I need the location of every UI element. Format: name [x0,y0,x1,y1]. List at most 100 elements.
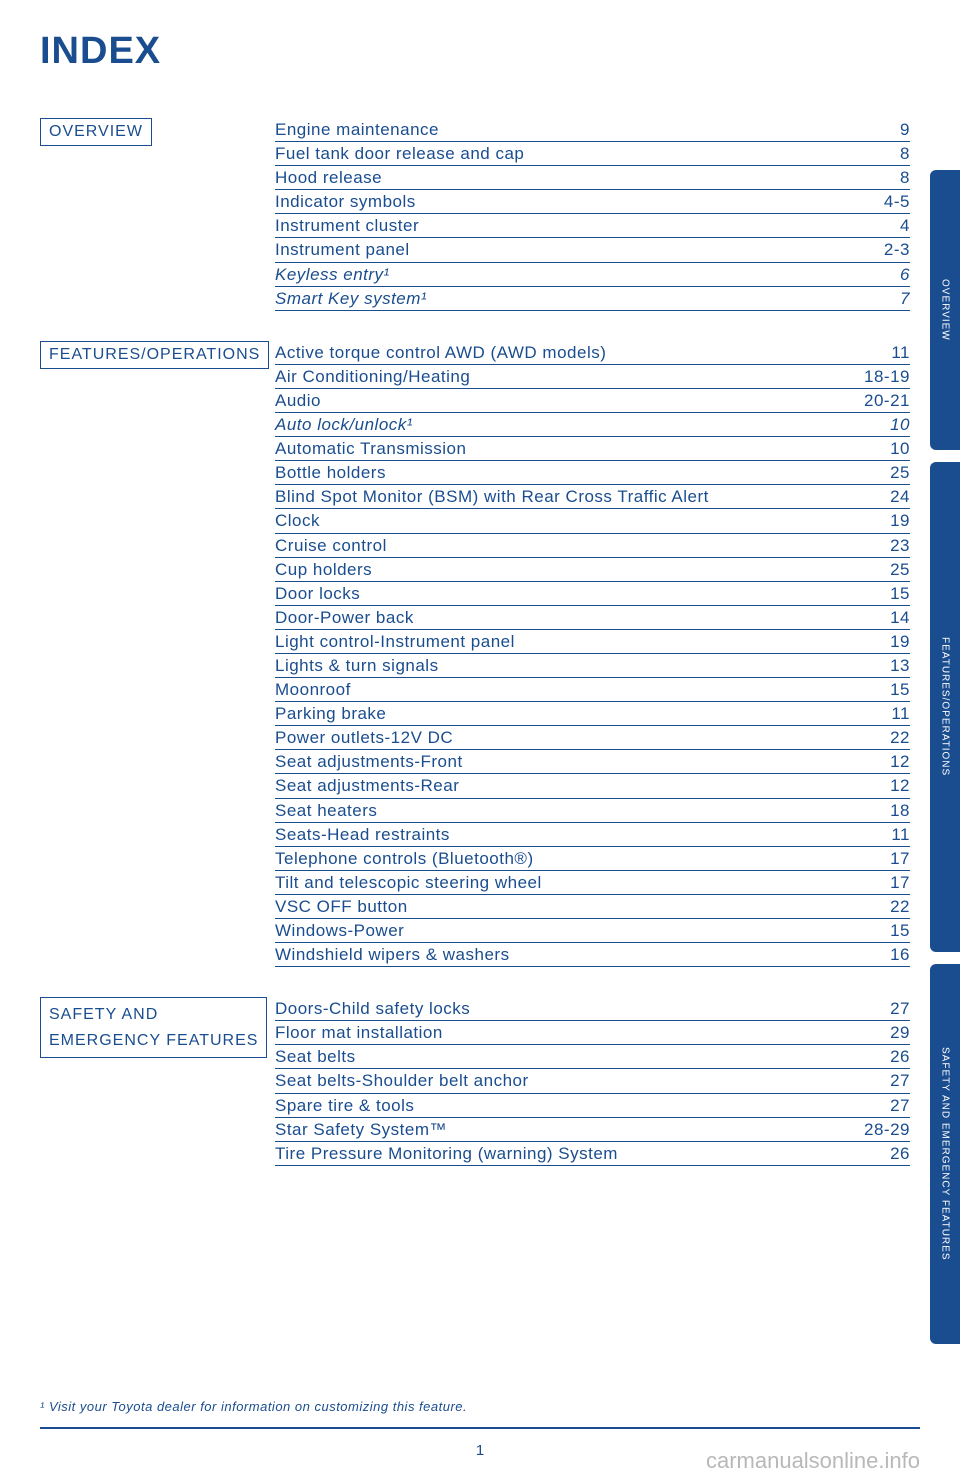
entry-page: 26 [850,1143,910,1165]
entry-label: Spare tire & tools [275,1095,850,1117]
index-entry: Seat heaters18 [275,799,910,823]
entry-label: Instrument panel [275,239,850,261]
index-entry: Door locks15 [275,582,910,606]
entry-label: Automatic Transmission [275,438,850,460]
entry-page: 6 [850,264,910,286]
index-section: OVERVIEWEngine maintenance9Fuel tank doo… [40,118,960,311]
entry-page: 12 [850,751,910,773]
entry-page: 27 [850,1070,910,1092]
index-entry: Fuel tank door release and cap8 [275,142,910,166]
entry-page: 11 [850,342,910,364]
entries-list: Engine maintenance9Fuel tank door releas… [275,118,960,311]
section-label-container: OVERVIEW [40,118,275,311]
entry-page: 22 [850,896,910,918]
index-entry: Indicator symbols4-5 [275,190,910,214]
watermark: carmanualsonline.info [706,1448,920,1474]
entry-page: 4 [850,215,910,237]
entry-page: 12 [850,775,910,797]
index-section: SAFETY ANDEMERGENCY FEATURES Doors-Child … [40,997,960,1166]
index-entry: Parking brake11 [275,702,910,726]
entry-label: Indicator symbols [275,191,850,213]
index-entry: Tilt and telescopic steering wheel17 [275,871,910,895]
entry-label: Seat belts-Shoulder belt anchor [275,1070,850,1092]
tab-label: SAFETY AND EMERGENCY FEATURES [940,1037,951,1270]
index-entry: Windows-Power15 [275,919,910,943]
entry-page: 24 [850,486,910,508]
section-label-box: FEATURES/OPERATIONS [40,341,269,369]
entry-label: Doors-Child safety locks [275,998,850,1020]
index-entry: Lights & turn signals13 [275,654,910,678]
index-entry: Seat belts26 [275,1045,910,1069]
index-entry: Audio20-21 [275,389,910,413]
entries-list: Doors-Child safety locks27Floor mat inst… [275,997,960,1166]
entry-label: Seat heaters [275,800,850,822]
index-section: FEATURES/OPERATIONSActive torque control… [40,341,960,967]
section-label-box: SAFETY ANDEMERGENCY FEATURES [40,997,267,1058]
entry-page: 10 [850,414,910,436]
bottom-rule [40,1427,920,1429]
entry-label: Cruise control [275,535,850,557]
entry-page: 8 [850,143,910,165]
entry-page: 19 [850,631,910,653]
index-entry: Instrument cluster4 [275,214,910,238]
entry-label: Windshield wipers & washers [275,944,850,966]
entry-page: 25 [850,559,910,581]
index-entry: Tire Pressure Monitoring (warning) Syste… [275,1142,910,1166]
index-entry: Star Safety System™28-29 [275,1118,910,1142]
index-entry: Floor mat installation29 [275,1021,910,1045]
entry-page: 19 [850,510,910,532]
sections-container: OVERVIEWEngine maintenance9Fuel tank doo… [40,118,960,1166]
index-entry: Engine maintenance9 [275,118,910,142]
entry-label: Star Safety System™ [275,1119,850,1141]
entry-label: Engine maintenance [275,119,850,141]
entry-label: Door locks [275,583,850,605]
index-entry: Seats-Head restraints11 [275,823,910,847]
tab-overview[interactable]: OVERVIEW [930,170,960,450]
entry-label: Instrument cluster [275,215,850,237]
entry-label: Auto lock/unlock¹ [275,414,850,436]
entry-label: Hood release [275,167,850,189]
index-entry: Door-Power back14 [275,606,910,630]
entry-page: 18 [850,800,910,822]
index-entry: Keyless entry¹6 [275,263,910,287]
tab-label: FEATURES/OPERATIONS [940,627,951,786]
entry-label: Keyless entry¹ [275,264,850,286]
tab-safety[interactable]: SAFETY AND EMERGENCY FEATURES [930,964,960,1344]
entry-label: Light control-Instrument panel [275,631,850,653]
index-entry: VSC OFF button22 [275,895,910,919]
entry-page: 28-29 [850,1119,910,1141]
index-entry: Active torque control AWD (AWD models)11 [275,341,910,365]
index-entry: Hood release8 [275,166,910,190]
entry-page: 4-5 [850,191,910,213]
entries-list: Active torque control AWD (AWD models)11… [275,341,960,967]
entry-label: Seat adjustments-Rear [275,775,850,797]
entry-label: Lights & turn signals [275,655,850,677]
entry-page: 29 [850,1022,910,1044]
entry-page: 2-3 [850,239,910,261]
entry-page: 13 [850,655,910,677]
entry-label: Floor mat installation [275,1022,850,1044]
entry-label: Parking brake [275,703,850,725]
entry-label: Tire Pressure Monitoring (warning) Syste… [275,1143,850,1165]
tab-features[interactable]: FEATURES/OPERATIONS [930,462,960,952]
entry-page: 17 [850,872,910,894]
index-entry: Clock19 [275,509,910,533]
entry-label: Cup holders [275,559,850,581]
entry-label: Fuel tank door release and cap [275,143,850,165]
index-entry: Moonroof15 [275,678,910,702]
entry-label: Windows-Power [275,920,850,942]
entry-page: 22 [850,727,910,749]
page-title: INDEX [40,30,960,73]
entry-label: Audio [275,390,850,412]
index-entry: Smart Key system¹7 [275,287,910,311]
entry-page: 18-19 [850,366,910,388]
entry-page: 10 [850,438,910,460]
entry-page: 16 [850,944,910,966]
index-entry: Power outlets-12V DC22 [275,726,910,750]
entry-label: Seat adjustments-Front [275,751,850,773]
entry-page: 14 [850,607,910,629]
index-entry: Seat adjustments-Front12 [275,750,910,774]
index-entry: Doors-Child safety locks27 [275,997,910,1021]
right-tabs: OVERVIEW FEATURES/OPERATIONS SAFETY AND … [930,0,960,1484]
index-entry: Seat adjustments-Rear12 [275,774,910,798]
